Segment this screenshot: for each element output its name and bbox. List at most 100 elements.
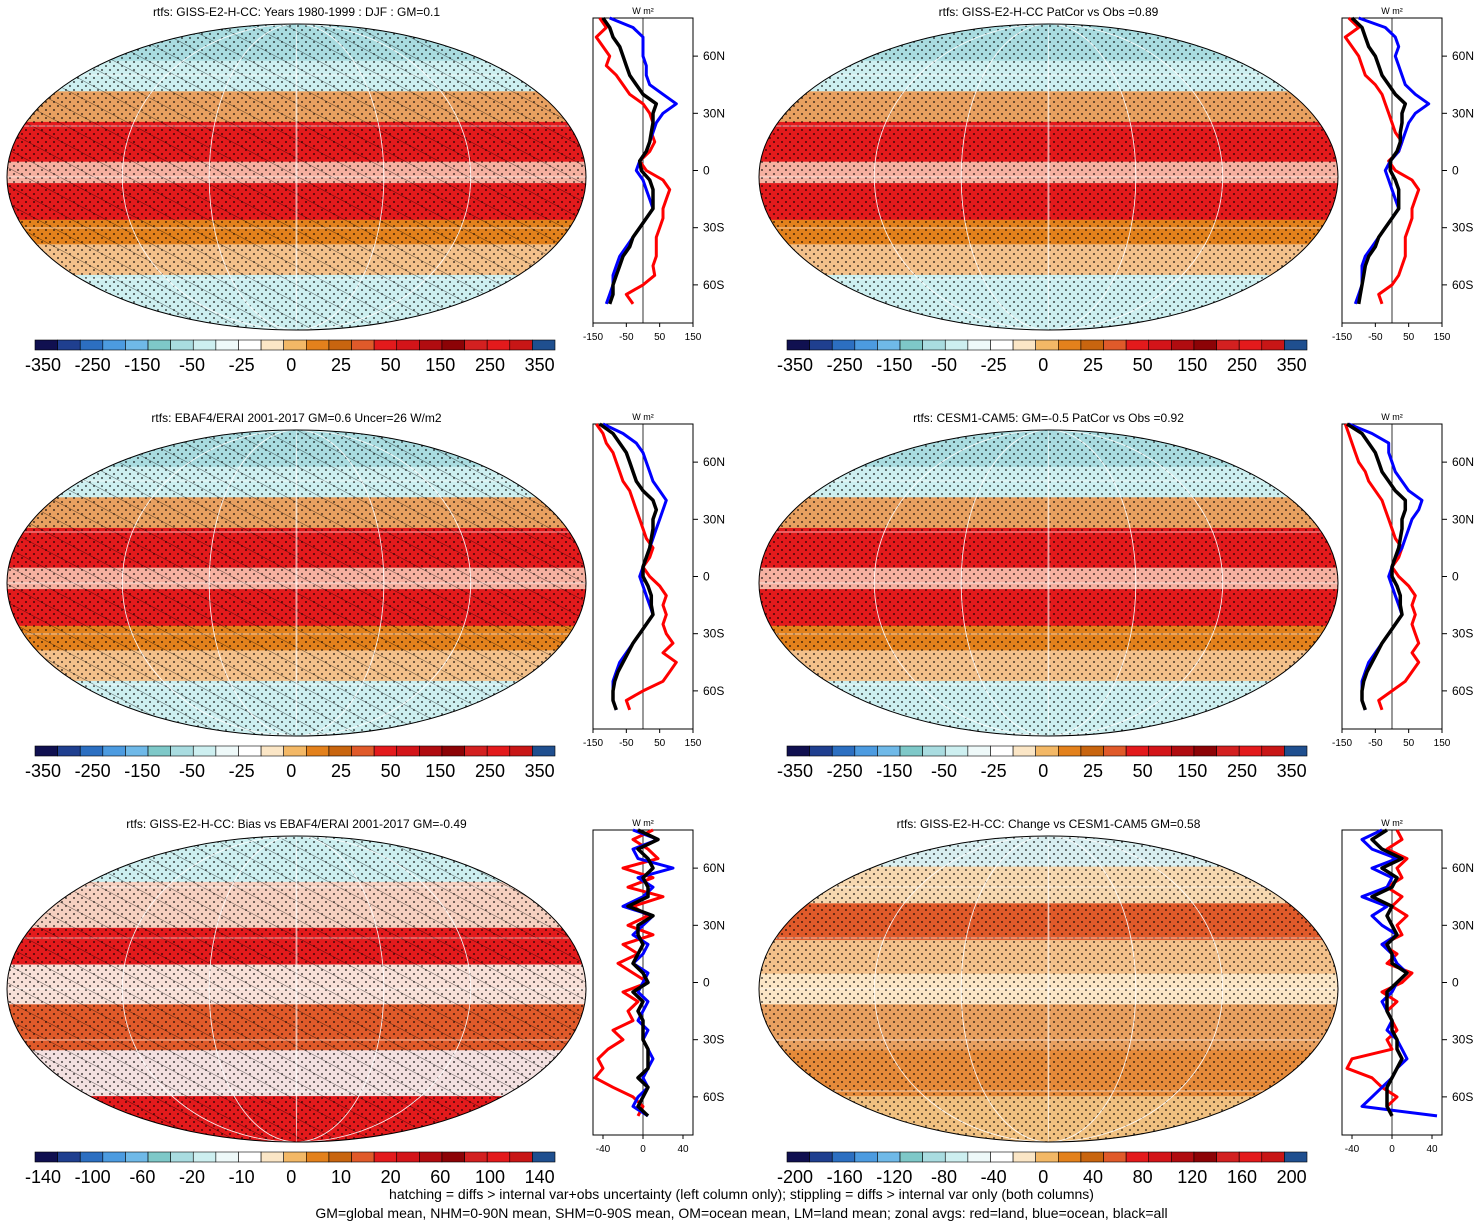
colorbar-swatch	[1216, 1151, 1240, 1163]
colorbar-swatch	[260, 1151, 284, 1163]
zonal-y-tick-label: 60N	[1452, 49, 1474, 63]
colorbar-swatch	[238, 745, 262, 757]
colorbar-label: 25	[1083, 355, 1103, 375]
colorbar-swatch	[944, 745, 969, 757]
zonal-x-tick-label: 50	[1403, 332, 1415, 343]
map-field	[759, 836, 1338, 1142]
colorbar-label: 0	[1038, 761, 1048, 781]
colorbar-label: 150	[1177, 761, 1207, 781]
panel-p1: rtfs: GISS-E2-H-CC: Years 1980-1999 : DJ…	[6, 5, 725, 375]
colorbar-swatch	[147, 339, 171, 351]
colorbar-swatch	[486, 339, 511, 351]
zonal-x-tick-label: 0	[1389, 1144, 1395, 1155]
colorbar-swatch	[328, 1151, 352, 1163]
colorbar-swatch	[944, 339, 969, 351]
colorbar-swatch	[57, 745, 81, 757]
colorbar-label: 140	[525, 1167, 555, 1185]
zonal-x-tick-label: -150	[1332, 738, 1352, 749]
zonal-series-all	[1346, 422, 1408, 711]
colorbar-swatch	[532, 339, 556, 351]
colorbar-label: -140	[25, 1167, 61, 1185]
graticule-meridian	[208, 24, 385, 330]
zonal-x-tick-label: -150	[583, 332, 603, 343]
zonal-y-tick-label: 60S	[1452, 278, 1473, 292]
colorbar-label: 160	[1227, 1167, 1257, 1185]
colorbar-swatch	[532, 745, 556, 757]
zonal-y-tick-label: 60S	[1452, 684, 1473, 698]
zonal-y-tick-label: 30N	[1452, 106, 1474, 120]
colorbar-label: 250	[1227, 355, 1257, 375]
colorbar-label: -200	[777, 1167, 813, 1185]
colorbar-swatch	[57, 339, 81, 351]
colorbar-swatch	[877, 1151, 901, 1163]
colorbar-swatch	[1125, 339, 1150, 351]
colorbar-swatch	[373, 339, 398, 351]
colorbar-swatch	[1058, 339, 1082, 351]
colorbar-label: -250	[75, 761, 111, 781]
colorbar-swatch	[79, 745, 104, 757]
colorbar-label: 25	[1083, 761, 1103, 781]
colorbar-swatch	[1148, 1151, 1172, 1163]
colorbar-label: 150	[425, 761, 455, 781]
zonal-y-tick-label: 0	[703, 976, 710, 990]
colorbar-swatch	[877, 745, 901, 757]
zonal-unit-label: W m²	[1381, 818, 1403, 828]
colorbar-label: -120	[876, 1167, 912, 1185]
colorbar-swatch	[922, 745, 946, 757]
colorbar-swatch	[1035, 745, 1059, 757]
colorbar-swatch	[351, 745, 375, 757]
colorbar-swatch	[1012, 745, 1036, 757]
colorbar-swatch	[464, 745, 488, 757]
map-field	[759, 24, 1338, 330]
colorbar-swatch	[125, 745, 149, 757]
zonal-series-all	[598, 422, 659, 711]
colorbar-swatch	[1261, 745, 1285, 757]
colorbar-swatch	[1080, 1151, 1104, 1163]
colorbar-swatch	[1261, 339, 1285, 351]
colorbar-swatch	[306, 1151, 330, 1163]
colorbar-label: 10	[331, 1167, 351, 1185]
colorbar-swatch	[396, 745, 420, 757]
colorbar-label: -350	[25, 355, 61, 375]
colorbar-swatch	[351, 339, 375, 351]
zonal-x-tick-label: -40	[596, 1144, 611, 1155]
graticule-meridian	[1047, 836, 1050, 1142]
colorbar-label: -100	[75, 1167, 111, 1185]
colorbar-label: 40	[1083, 1167, 1103, 1185]
colorbar-swatch	[486, 745, 511, 757]
colorbar-swatch	[147, 1151, 171, 1163]
zonal-y-tick-label: 30N	[703, 918, 725, 932]
colorbar-label: 100	[475, 1167, 505, 1185]
colorbar-label: -250	[827, 355, 863, 375]
colorbar-swatch	[809, 1151, 833, 1163]
zonal-y-tick-label: 60S	[703, 684, 724, 698]
colorbar-label: -150	[876, 355, 912, 375]
zonal-series-all	[1370, 828, 1409, 1117]
colorbar-swatch	[877, 339, 901, 351]
map-field	[7, 836, 586, 1142]
graticule-meridian	[873, 836, 1224, 1142]
zonal-x-tick-label: -50	[1368, 332, 1383, 343]
zonal-unit-label: W m²	[632, 412, 654, 422]
zonal-series-ocean	[602, 422, 668, 711]
colorbar-swatch	[170, 1151, 194, 1163]
colorbar-label: 120	[1177, 1167, 1207, 1185]
colorbar-swatch	[990, 1151, 1014, 1163]
colorbar-label: 0	[1038, 1167, 1048, 1185]
graticule-meridian	[295, 24, 298, 330]
colorbar-label: 80	[1133, 1167, 1153, 1185]
colorbar-swatch	[1171, 1151, 1195, 1163]
zonal-y-tick-label: 30N	[1452, 918, 1474, 932]
colorbar-swatch	[854, 1151, 878, 1163]
colorbar-label: -25	[229, 355, 255, 375]
colorbar-label: 250	[1227, 761, 1257, 781]
colorbar-swatch	[283, 339, 307, 351]
zonal-series-all	[626, 828, 660, 1118]
zonal-x-tick-label: 150	[1434, 332, 1451, 343]
map-outline	[758, 429, 1339, 737]
colorbar-swatch	[464, 1151, 488, 1163]
colorbar-swatch	[125, 1151, 149, 1163]
colorbar-swatch	[1216, 745, 1240, 757]
zonal-y-tick-label: 30S	[703, 1033, 724, 1047]
colorbar-swatch	[831, 339, 856, 351]
